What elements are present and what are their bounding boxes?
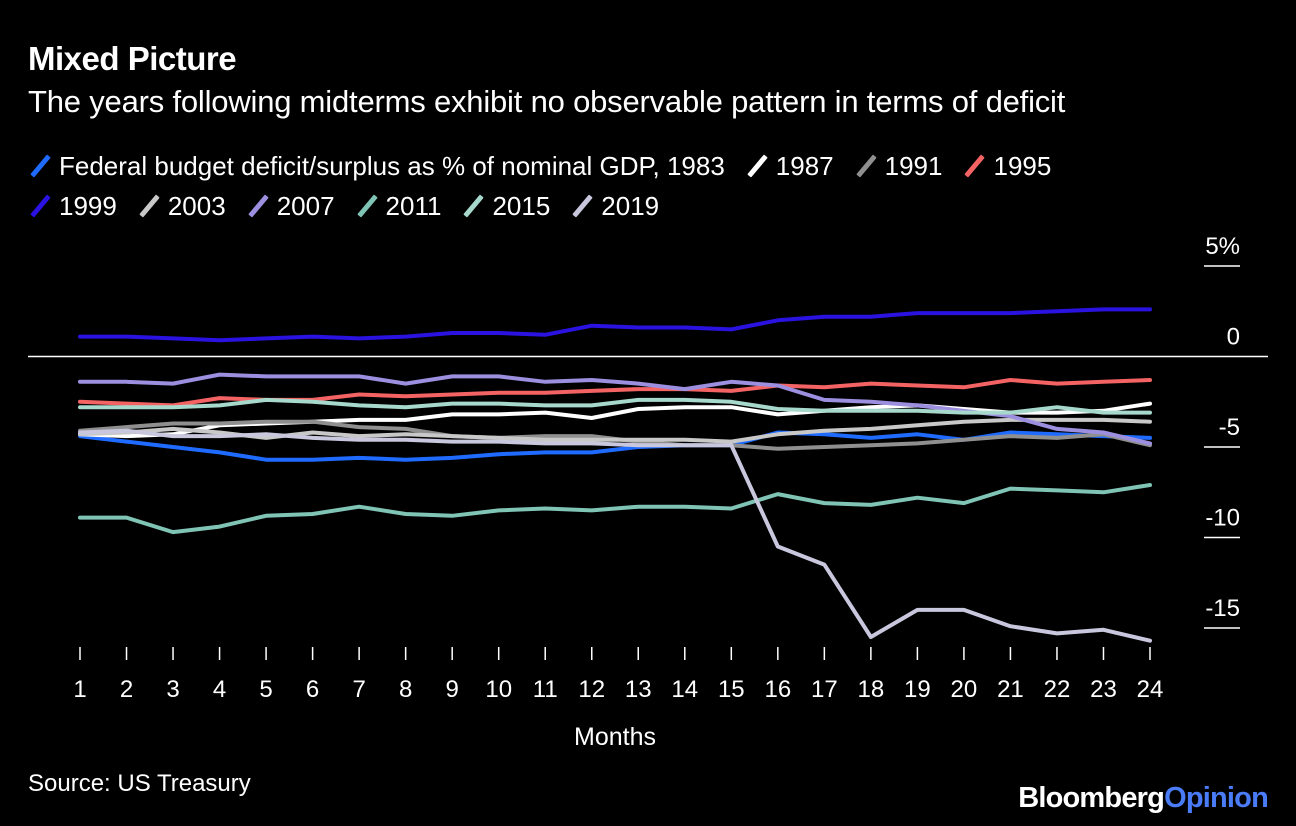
x-tick-label: 17 [811, 676, 838, 703]
legend-item: 1987 [745, 146, 834, 186]
x-tick-label: 14 [671, 676, 698, 703]
legend-item: 1991 [854, 146, 943, 186]
y-tick-label: 0 [1227, 324, 1240, 351]
legend-label: 1995 [993, 151, 1052, 181]
legend-label: 2019 [601, 191, 660, 221]
legend-label: 2015 [492, 191, 551, 221]
legend-label: 1987 [775, 151, 834, 181]
legend-label: 2003 [167, 191, 226, 221]
x-tick-label: 3 [166, 676, 179, 703]
series-line-2003 [78, 417, 1152, 444]
legend-label: 1999 [59, 191, 117, 221]
brand-part-1: Bloomberg [1018, 782, 1165, 814]
x-tick-label: 18 [858, 676, 885, 703]
legend-item: Federal budget deficit/surplus as % of n… [28, 146, 725, 186]
legend: Federal budget deficit/surplus as % of n… [28, 146, 1268, 226]
y-tick-label: -15 [1205, 595, 1240, 622]
legend-label: 2011 [385, 191, 442, 221]
x-tick-label: 23 [1090, 676, 1117, 703]
x-tick-label: 24 [1137, 676, 1164, 703]
x-tick-label: 21 [997, 676, 1024, 703]
legend-label: 1991 [884, 151, 943, 181]
legend-item: 1999 [28, 186, 117, 226]
x-tick-label: 1 [73, 676, 86, 703]
y-tick-label: 5% [1205, 233, 1240, 260]
x-tick-label: 20 [951, 676, 978, 703]
series-line-2019 [78, 428, 1152, 643]
series-line-2011 [78, 483, 1152, 535]
x-tick-label: 8 [399, 676, 412, 703]
x-tick-label: 7 [352, 676, 365, 703]
legend-item: 2015 [461, 186, 550, 226]
x-tick-label: 13 [625, 676, 652, 703]
brand-logo: BloombergOpinion [1018, 782, 1269, 815]
x-tick-label: 15 [718, 676, 745, 703]
chart-subtitle: The years following midterms exhibit no … [28, 84, 1066, 119]
x-tick-label: 10 [485, 676, 512, 703]
x-tick-label: 22 [1044, 676, 1071, 703]
legend-label: Federal budget deficit/surplus as % of n… [59, 151, 725, 181]
x-tick-label: 6 [306, 676, 319, 703]
x-axis-title: Months [574, 723, 656, 751]
legend-item: 2011 [355, 186, 442, 226]
legend-label: 2007 [276, 191, 335, 221]
source-note: Source: US Treasury [28, 770, 251, 797]
x-tick-label: 11 [533, 676, 558, 703]
x-tick-label: 19 [904, 676, 931, 703]
x-tick-label: 5 [259, 676, 272, 703]
legend-item: 2007 [246, 186, 335, 226]
series-line-1999 [78, 307, 1152, 343]
y-tick-label: -5 [1219, 414, 1240, 441]
legend-item: 1995 [962, 146, 1051, 186]
chart-title: Mixed Picture [28, 40, 237, 77]
legend-item: 2019 [570, 186, 659, 226]
brand-part-2: Opinion [1164, 782, 1269, 814]
x-tick-label: 4 [213, 676, 226, 703]
legend-row-2: 1999 2003 2007 2011 2015 2019 [28, 186, 1268, 226]
x-tick-label: 2 [120, 676, 133, 703]
legend-row-1: Federal budget deficit/surplus as % of n… [28, 146, 1268, 186]
x-tick-label: 9 [445, 676, 458, 703]
y-tick-label: -10 [1205, 505, 1240, 532]
x-tick-label: 16 [764, 676, 791, 703]
x-tick-label: 12 [578, 676, 605, 703]
legend-item: 2003 [137, 186, 226, 226]
series-line-2015 [78, 397, 1152, 415]
